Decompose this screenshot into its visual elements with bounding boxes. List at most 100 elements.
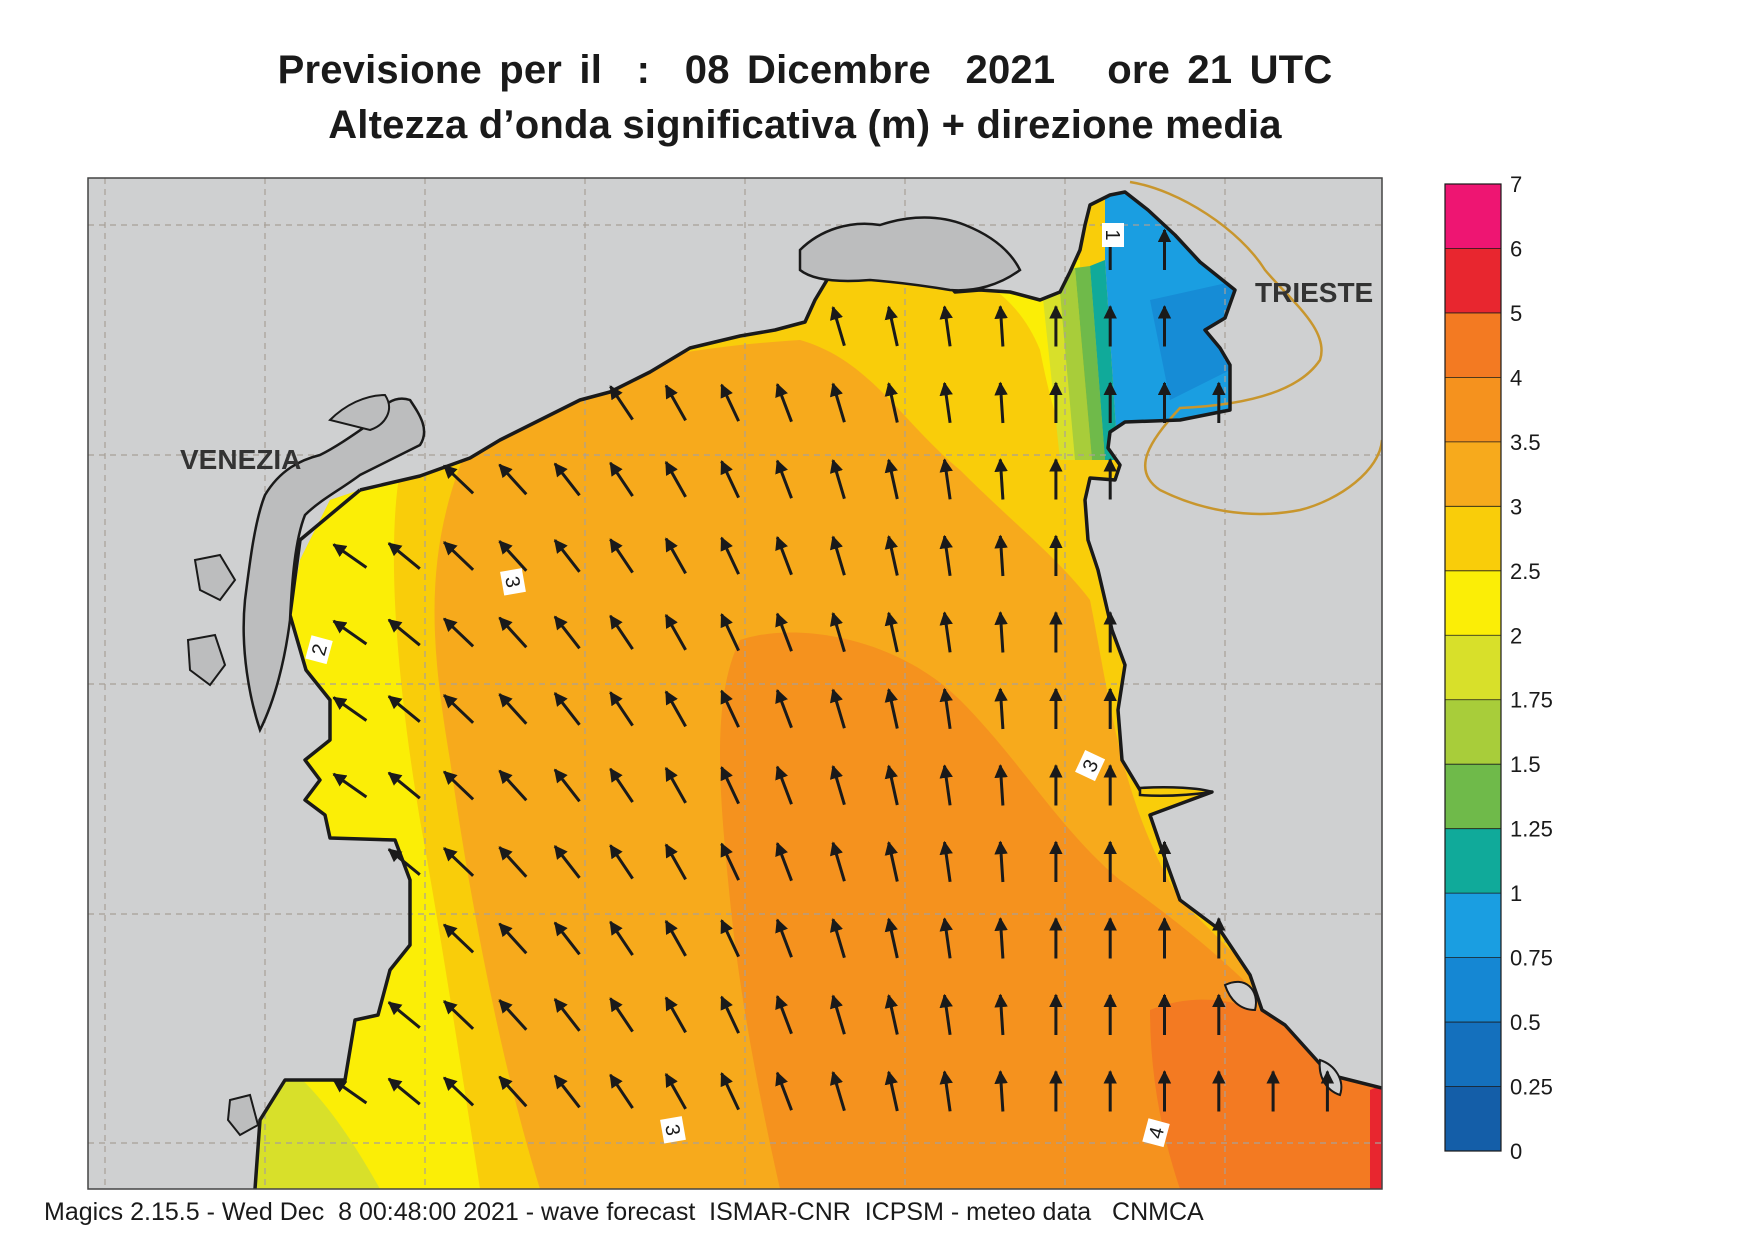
wave-direction-arrow: [553, 768, 581, 803]
wave-direction-arrow: [939, 840, 953, 883]
wave-direction-arrow: [775, 918, 793, 958]
wave-direction-arrow: [720, 460, 740, 499]
wave-direction-arrow: [609, 997, 634, 1033]
wave-direction-arrow: [387, 1001, 421, 1029]
legend-tick-label: 6: [1510, 236, 1522, 261]
wave-direction-arrow: [829, 918, 846, 959]
map-title-line1: Previsione per il : 08 Dicembre 2021 ore…: [277, 48, 1333, 92]
wave-direction-arrow: [994, 993, 1008, 1036]
legend-swatch: [1445, 377, 1501, 443]
contour-label: 2: [308, 642, 332, 658]
wave-direction-arrow: [553, 998, 581, 1032]
wave-direction-arrow: [664, 1072, 687, 1110]
wave-direction-arrow: [553, 462, 581, 497]
legend-tick-label: 3: [1510, 494, 1522, 519]
border-line: [1129, 180, 1382, 516]
legend-swatch: [1445, 312, 1501, 378]
wave-direction-arrow: [775, 689, 793, 729]
legend-swatch: [1445, 699, 1501, 765]
wave-direction-arrow: [939, 381, 953, 424]
wave-direction-arrow: [939, 917, 953, 959]
wave-direction-arrow: [387, 618, 421, 647]
wave-direction-arrow: [939, 764, 953, 806]
legend-swatch: [1445, 248, 1501, 314]
wave-direction-arrows: [332, 228, 1335, 1112]
wave-direction-arrow: [829, 765, 846, 806]
legend-tick-label: 3.5: [1510, 430, 1541, 455]
wave-direction-arrow: [775, 995, 793, 1035]
wave-direction-arrow: [387, 1077, 421, 1106]
wave-direction-arrow: [720, 1072, 740, 1111]
legend-swatch: [1445, 764, 1501, 830]
wave-direction-arrow: [775, 459, 793, 499]
wave-direction-arrow: [939, 305, 953, 347]
wave-direction-arrow: [829, 612, 846, 653]
wave-direction-arrow: [664, 996, 687, 1034]
wave-direction-arrow: [994, 381, 1008, 424]
legend-swatch: [1445, 893, 1501, 959]
wave-direction-arrow: [994, 687, 1008, 730]
wave-direction-arrow: [720, 919, 740, 958]
wave-direction-arrow: [609, 920, 634, 956]
legend-tick-label: 2: [1510, 623, 1522, 648]
wave-direction-arrow: [775, 536, 793, 576]
wave-direction-arrow: [498, 846, 528, 878]
wave-direction-arrow: [775, 612, 793, 652]
wave-direction-arrow: [829, 688, 846, 729]
wave-direction-arrow: [720, 995, 740, 1034]
wave-direction-arrow: [332, 696, 368, 722]
wave-direction-arrow: [994, 764, 1008, 806]
wave-direction-arrow: [939, 687, 953, 730]
wave-direction-arrow: [829, 459, 846, 500]
grado-lagoon: [798, 216, 1022, 292]
wave-direction-arrow: [664, 843, 687, 881]
wave-direction-arrow: [884, 688, 899, 729]
wave-direction-arrow: [609, 385, 634, 421]
wave-direction-arrow: [994, 611, 1008, 653]
wave-direction-arrow: [664, 766, 687, 804]
legend-tick-label: 5: [1510, 301, 1522, 326]
wave-direction-arrow: [939, 534, 953, 577]
wave-direction-arrow: [609, 767, 634, 803]
legend-swatch: [1445, 1086, 1501, 1152]
wave-direction-arrow: [498, 693, 528, 725]
wave-direction-arrow: [939, 611, 953, 653]
wave-direction-arrow: [720, 383, 740, 422]
wave-direction-arrow: [884, 994, 899, 1035]
wave-direction-arrow: [720, 842, 740, 881]
wave-direction-arrow: [775, 383, 793, 423]
wave-direction-arrow: [443, 617, 475, 648]
wave-direction-arrow: [939, 458, 953, 500]
wave-direction-arrow: [443, 1000, 475, 1030]
place-label-trieste: TRIESTE: [1255, 277, 1373, 308]
wave-direction-arrow: [994, 840, 1008, 883]
map-title-line2: Altezza d’onda significativa (m) + direz…: [328, 103, 1282, 147]
wave-direction-arrow: [884, 1070, 899, 1112]
wave-direction-arrow: [829, 1071, 846, 1112]
contour-label: 4: [1145, 1125, 1169, 1141]
legend-tick-label: 1: [1510, 881, 1522, 906]
wave-direction-arrow: [332, 543, 368, 569]
wave-direction-arrow: [498, 616, 528, 649]
wave-direction-arrow: [720, 766, 740, 805]
contour-label: 3: [660, 1123, 684, 1138]
legend-tick-label: 4: [1510, 365, 1522, 390]
wave-direction-arrow: [553, 539, 581, 573]
wave-direction-arrow: [443, 694, 475, 724]
legend-tick-label: 1.5: [1510, 752, 1541, 777]
wave-direction-arrow: [884, 917, 899, 959]
wave-direction-arrow: [443, 1076, 475, 1107]
wave-direction-arrow: [553, 692, 581, 726]
wave-direction-arrow: [553, 615, 581, 650]
wave-direction-arrow: [720, 689, 740, 728]
wave-direction-arrow: [720, 536, 740, 575]
wave-height-legend: 7 6 5 4 3.5 3 2.5 2 1.75 1.5 1.25 1 0.75 0.5 0.25 0: [1444, 172, 1553, 1164]
legend-swatch: [1445, 1022, 1501, 1088]
legend-tick-label: 1.75: [1510, 688, 1553, 713]
wave-direction-arrow: [720, 613, 740, 652]
wave-direction-arrow: [884, 611, 899, 653]
legend-tick-label: 0: [1510, 1139, 1522, 1164]
legend-swatch: [1445, 441, 1501, 507]
wave-direction-arrow: [994, 305, 1008, 347]
wave-direction-arrow: [609, 844, 634, 880]
